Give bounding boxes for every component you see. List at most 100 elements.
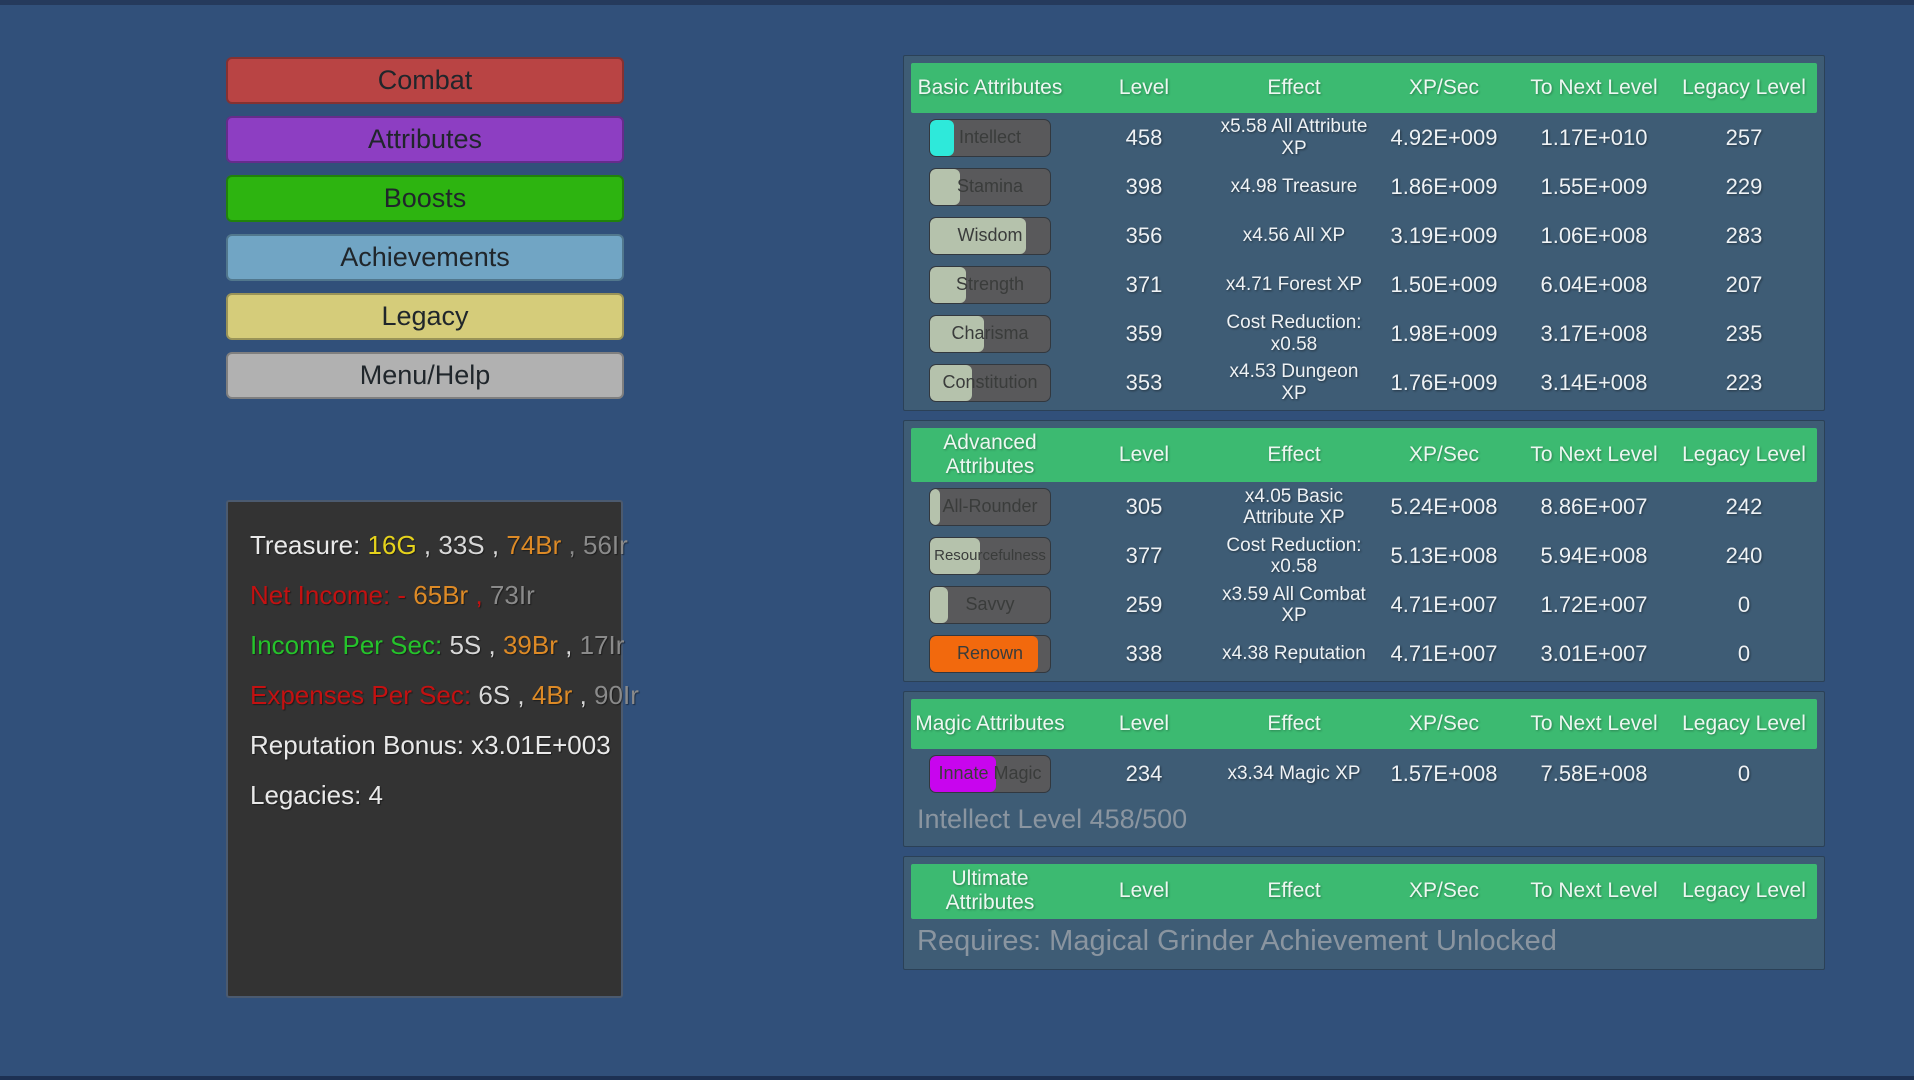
column-header-title: Advanced Attributes	[943, 431, 1037, 479]
stat-value-iron: 56Ir	[582, 530, 628, 560]
attribute-button-constitution[interactable]: Constitution	[929, 363, 1051, 402]
stat-line-reputation-bonus: Reputation Bonus: x3.01E+003	[250, 720, 621, 770]
level-value: 338	[1125, 640, 1163, 666]
progress-fill	[930, 119, 954, 156]
stat-value-iron: 90Ir	[594, 680, 639, 710]
progress-fill	[930, 364, 972, 401]
effect-value: x4.53 Dungeon XP	[1229, 361, 1359, 404]
basic-attributes-header: Basic Attributes Level Effect XP/Sec To …	[911, 63, 1817, 113]
stat-line-income-per-sec: Income Per Sec: 5S , 39Br , 17Ir	[250, 620, 624, 670]
table-row-charisma: Charisma 359 Cost Reduction: x0.58 1.98E…	[911, 309, 1817, 358]
legacy-level-value: 207	[1725, 271, 1763, 297]
attribute-button-label: Savvy	[965, 594, 1015, 615]
to-next-level-value: 6.04E+008	[1540, 271, 1648, 297]
stat-value-bronze: 65Br	[413, 580, 469, 610]
ultimate-attributes-header: Ultimate Attributes Level Effect XP/Sec …	[911, 864, 1817, 919]
attribute-button-savvy[interactable]: Savvy	[929, 585, 1051, 624]
progress-fill	[930, 635, 1038, 672]
window-top-edge	[0, 0, 1914, 5]
attribute-button-label: Charisma	[951, 323, 1029, 343]
effect-value: x5.58 All Attribute XP	[1220, 116, 1368, 159]
effect-value: x4.71 Forest XP	[1225, 273, 1363, 295]
xp-sec-value: 5.13E+008	[1390, 542, 1498, 568]
menu-button-menu-help[interactable]: Menu/Help	[226, 352, 624, 399]
separator: ,	[517, 680, 525, 710]
level-value: 305	[1125, 493, 1163, 519]
level-value: 458	[1125, 124, 1163, 150]
level-value: 259	[1125, 591, 1163, 617]
legacy-level-value: 229	[1725, 173, 1763, 199]
stat-value-silver: 5S	[449, 630, 482, 660]
stat-label: Net Income: -	[250, 580, 407, 610]
effect-value: x4.05 Basic Attribute XP	[1243, 485, 1345, 528]
legacy-level-value: 283	[1725, 222, 1763, 248]
magic-attributes-table: Magic Attributes Level Effect XP/Sec To …	[903, 691, 1825, 848]
level-value: 356	[1125, 222, 1163, 248]
effect-value: Cost Reduction: x0.58	[1226, 534, 1362, 577]
column-header-xp-sec: XP/Sec	[1408, 75, 1480, 99]
column-header-legacy-level: Legacy Level	[1682, 712, 1806, 736]
to-next-level-value: 3.17E+008	[1540, 320, 1648, 346]
magic-attributes-header: Magic Attributes Level Effect XP/Sec To …	[911, 699, 1817, 750]
attribute-button-charisma[interactable]: Charisma	[929, 314, 1051, 353]
attribute-button-wisdom[interactable]: Wisdom	[929, 216, 1051, 255]
menu-button-legacy[interactable]: Legacy	[226, 293, 624, 340]
progress-fill	[930, 488, 940, 525]
column-header-level: Level	[1118, 879, 1170, 903]
progress-fill	[930, 168, 960, 205]
menu-button-achievements[interactable]: Achievements	[226, 234, 624, 281]
column-header-to-next-level: To Next Level	[1530, 712, 1658, 736]
attribute-button-all-rounder[interactable]: All-Rounder	[929, 487, 1051, 526]
progress-fill	[930, 586, 948, 623]
stat-label: Reputation Bonus: x3.01E+003	[250, 730, 611, 760]
attribute-button-label: Innate Magic	[938, 763, 1042, 784]
attribute-button-label: Resourcefulness	[934, 547, 1046, 565]
separator: ,	[565, 630, 573, 660]
stat-label: Treasure:	[250, 530, 361, 560]
stat-label: Expenses Per Sec:	[250, 680, 472, 710]
stat-value-silver: 33S	[438, 530, 485, 560]
attribute-button-label: Strength	[955, 274, 1025, 294]
table-row-renown: Renown 338 x4.38 Reputation 4.71E+007 3.…	[911, 629, 1817, 678]
column-header-effect: Effect	[1267, 712, 1321, 736]
stat-line-net-income: Net Income: - 65Br , 73Ir	[250, 570, 621, 620]
attribute-button-renown[interactable]: Renown	[929, 634, 1051, 673]
attribute-button-label: Intellect	[958, 127, 1022, 147]
stat-value-silver: 6S	[478, 680, 511, 710]
level-value: 377	[1125, 542, 1163, 568]
menu-button-attributes[interactable]: Attributes	[226, 116, 624, 163]
to-next-level-value: 1.72E+007	[1540, 591, 1648, 617]
progress-fill	[930, 755, 996, 792]
column-header-level: Level	[1118, 712, 1170, 736]
column-header-title: Basic Attributes	[917, 75, 1063, 99]
menu-button-boosts[interactable]: Boosts	[226, 175, 624, 222]
attribute-button-label: Wisdom	[957, 225, 1023, 245]
to-next-level-value: 1.17E+010	[1540, 124, 1648, 150]
effect-value: x4.56 All XP	[1242, 224, 1346, 246]
column-header-legacy-level: Legacy Level	[1682, 75, 1806, 99]
attribute-button-stamina[interactable]: Stamina	[929, 167, 1051, 206]
menu-button-combat[interactable]: Combat	[226, 57, 624, 104]
column-header-effect: Effect	[1267, 879, 1321, 903]
attribute-button-resourcefulness[interactable]: Resourcefulness	[929, 536, 1051, 575]
to-next-level-value: 1.55E+009	[1540, 173, 1648, 199]
column-header-level: Level	[1118, 75, 1170, 99]
attribute-button-intellect[interactable]: Intellect	[929, 118, 1051, 157]
attribute-button-strength[interactable]: Strength	[929, 265, 1051, 304]
stat-line-legacies: Legacies: 4	[250, 770, 621, 820]
column-header-xp-sec: XP/Sec	[1408, 879, 1480, 903]
progress-fill	[930, 217, 1026, 254]
column-header-effect: Effect	[1267, 75, 1321, 99]
column-header-to-next-level: To Next Level	[1530, 75, 1658, 99]
xp-sec-value: 1.57E+008	[1390, 760, 1498, 786]
column-header-title: Ultimate Attributes	[945, 867, 1035, 915]
xp-sec-value: 1.98E+009	[1390, 320, 1498, 346]
table-row-stamina: Stamina 398 x4.98 Treasure 1.86E+009 1.5…	[911, 162, 1817, 211]
attribute-button-innate-magic[interactable]: Innate Magic	[929, 754, 1051, 793]
effect-value: x3.34 Magic XP	[1227, 763, 1361, 785]
basic-attributes-table: Basic Attributes Level Effect XP/Sec To …	[903, 55, 1825, 411]
window-bottom-edge	[0, 1076, 1914, 1080]
separator: ,	[488, 630, 496, 660]
to-next-level-value: 8.86E+007	[1540, 493, 1648, 519]
stat-label: Income Per Sec:	[250, 630, 443, 660]
